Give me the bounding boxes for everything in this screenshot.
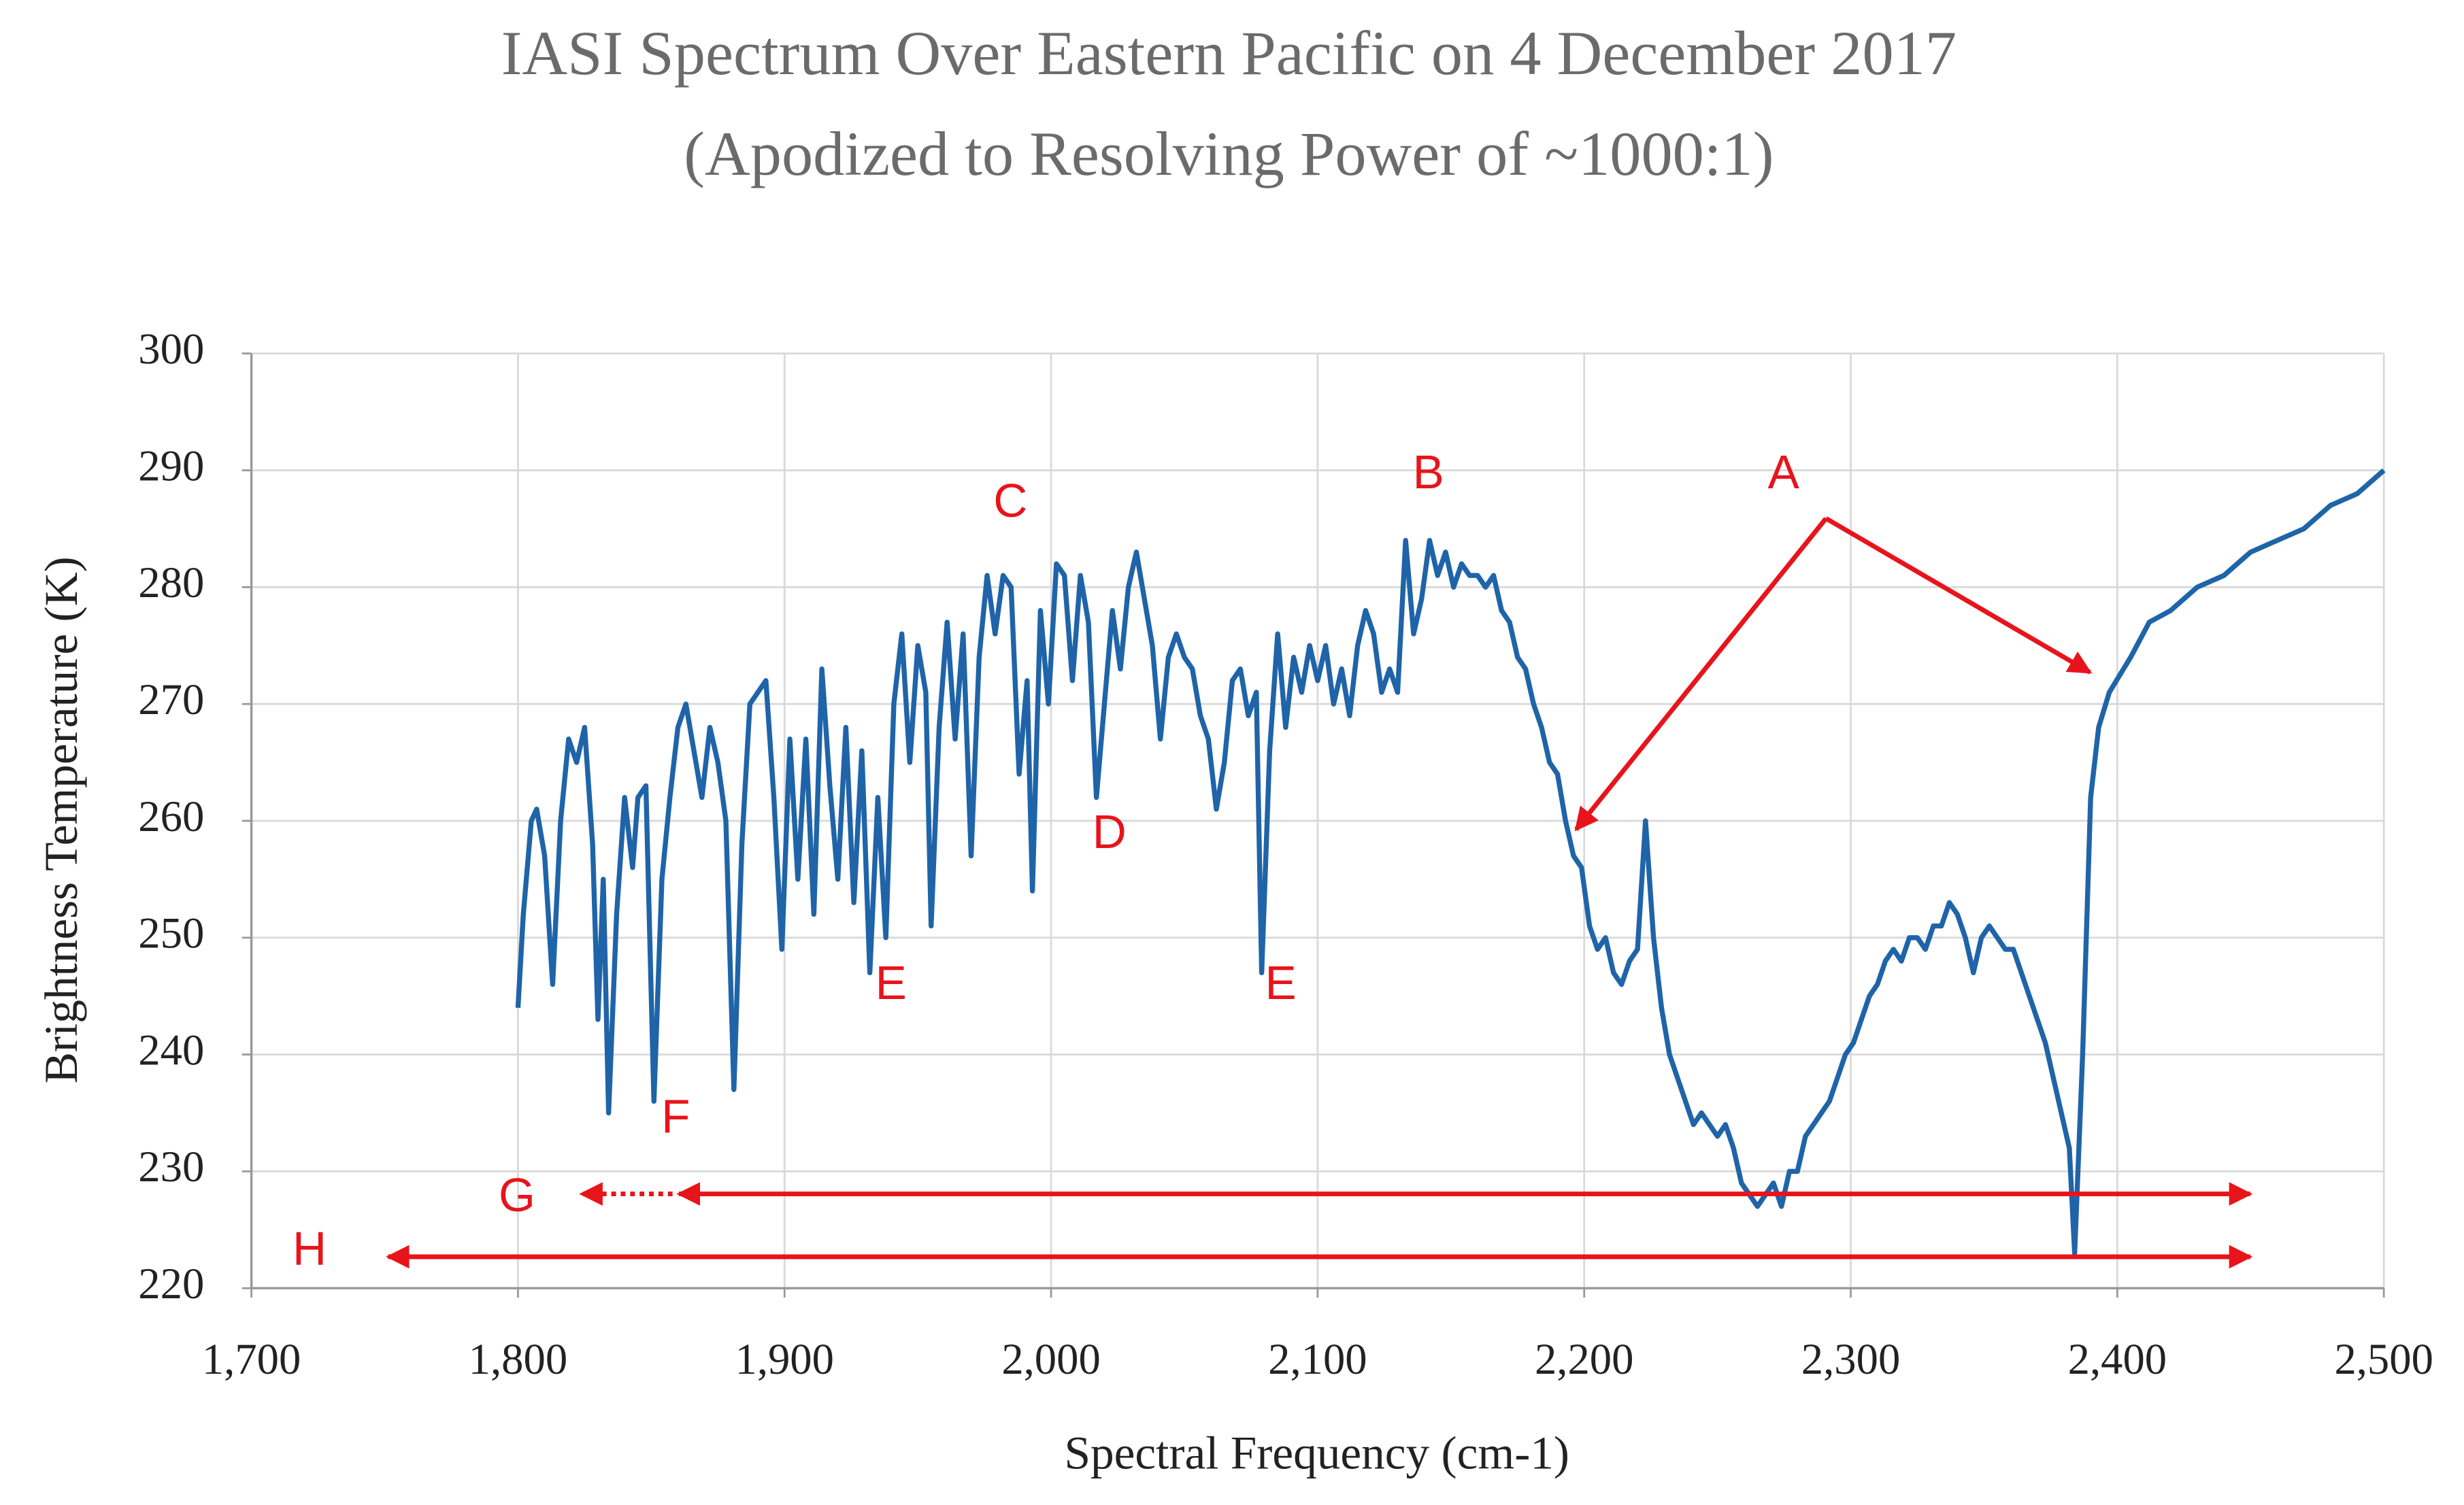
y-tick-label: 300 (138, 324, 204, 373)
y-tick-label: 260 (138, 792, 204, 841)
x-tick-label: 2,100 (1268, 1334, 1367, 1383)
x-tick-label: 1,800 (469, 1334, 567, 1383)
annotation: C (993, 474, 1027, 527)
y-axis-title: Brightness Temperature (K) (35, 556, 87, 1083)
annotation: E (1265, 956, 1296, 1009)
plot (515, 468, 2386, 1256)
x-tick-label: 2,300 (1801, 1334, 1900, 1383)
annotation: G (499, 1168, 535, 1221)
x-tick-label: 2,500 (2334, 1334, 2433, 1383)
chart-title: IASI Spectrum Over Eastern Pacific on 4 … (501, 18, 1957, 88)
annotations: A B C D E E F G H (293, 445, 1800, 1274)
annotation: E (876, 956, 907, 1009)
chart-subtitle: (Apodized to Resolving Power of ~1000:1) (684, 119, 1774, 188)
x-tick-label: 2,000 (1001, 1334, 1100, 1383)
y-tick-label: 240 (138, 1025, 204, 1074)
data-line (515, 468, 2386, 1256)
grid: 220 230 240 250 260 270 280 290 300 1,700 1,800 1,9… (138, 324, 2433, 1383)
x-tick-label: 1,700 (202, 1334, 301, 1383)
annotation: B (1413, 445, 1444, 498)
y-tick-label: 280 (138, 558, 204, 607)
x-tick-label: 2,400 (2068, 1334, 2167, 1383)
y-tick-label: 270 (138, 675, 204, 724)
arrow (1825, 516, 2093, 675)
x-tick-label: 1,900 (735, 1334, 833, 1383)
y-tick-label: 220 (138, 1259, 204, 1308)
annotation: H (293, 1221, 327, 1274)
annotation: F (661, 1089, 690, 1143)
arrow (1574, 517, 1828, 832)
y-tick-label: 250 (138, 909, 204, 958)
annotation: D (1093, 805, 1127, 858)
annotation: A (1768, 445, 1800, 498)
annotation-arrows (386, 516, 2253, 1269)
x-tick-label: 2,200 (1535, 1334, 1633, 1383)
x-axis-title: Spectral Frequency (cm-1) (1064, 1427, 1569, 1479)
y-tick-label: 230 (138, 1142, 204, 1191)
y-tick-label: 290 (138, 441, 204, 490)
